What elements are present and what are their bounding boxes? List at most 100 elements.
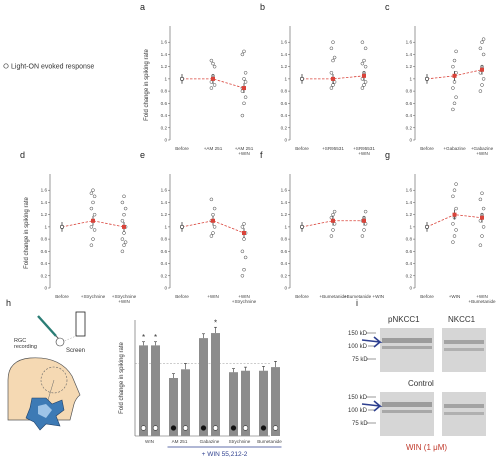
- category-label-line: +Bumetanide: [468, 299, 496, 304]
- mean-marker: [424, 224, 429, 229]
- data-point: [92, 228, 97, 232]
- bar: [199, 338, 208, 436]
- mean-marker: [452, 73, 457, 78]
- y-tick-label: 1.2: [281, 212, 288, 217]
- category-label-line: Before: [175, 146, 189, 151]
- y-tick-label: 1: [164, 224, 167, 229]
- mean-marker: [362, 73, 366, 78]
- category-label-line: +WIN: [207, 294, 219, 299]
- column-label-pnkcc1: pNKCC1: [388, 315, 420, 324]
- mean-marker: [480, 215, 484, 220]
- data-point: [363, 80, 368, 84]
- data-point: [242, 49, 246, 54]
- scatter-panel-a: a 1.6 1.4 1.2 1 0.8 0.6 0.4 0.2 0 Fold change in s…: [140, 2, 254, 156]
- kd-label-150: 150 kD: [348, 331, 368, 337]
- mean-dashed-line: [182, 78, 245, 89]
- y-tick-label: 1.2: [161, 64, 168, 69]
- band: [444, 412, 484, 415]
- y-tick-label: 1.4: [281, 200, 288, 205]
- kd-label-75: 75 kD: [352, 421, 368, 427]
- y-tick-label: 1.6: [406, 40, 413, 45]
- category-label-line: Before: [420, 146, 434, 151]
- data-point: [89, 243, 94, 247]
- y-tick-label: 0.8: [406, 89, 413, 94]
- data-point: [452, 234, 457, 238]
- data-point: [481, 52, 486, 57]
- data-point: [92, 212, 97, 217]
- bar: [259, 370, 268, 436]
- data-point: [209, 58, 214, 63]
- category-label-line: Before: [295, 294, 309, 299]
- data-point: [452, 188, 457, 192]
- data-point: [240, 113, 245, 118]
- category-label-line: +Strychnine: [232, 299, 257, 304]
- category-label: Before: [295, 146, 309, 151]
- mean-dashed-line: [61, 220, 125, 228]
- category-label: Before: [55, 294, 69, 299]
- screen-icon: [75, 311, 86, 337]
- category-label: +WIN +Bumetanide: [468, 294, 496, 304]
- data-point: [120, 237, 125, 241]
- data-point: [454, 95, 458, 99]
- band: [382, 346, 432, 349]
- category-label-line: +Strychnine: [112, 294, 137, 299]
- bar: [241, 370, 250, 436]
- data-point: [243, 71, 248, 75]
- data-point: [360, 77, 365, 81]
- bar: [271, 367, 280, 436]
- significance-marker: *: [214, 318, 217, 327]
- group-label: Strychnine: [229, 439, 251, 444]
- category-label-line: +WIN: [238, 151, 250, 156]
- panel-label-c: c: [385, 2, 390, 12]
- category-label-line: +WIN: [118, 299, 130, 304]
- y-tick-label: 1.4: [406, 200, 413, 205]
- data-point: [89, 206, 94, 211]
- category-label-line: +WIN: [476, 294, 488, 299]
- y-tick-label: 0.6: [161, 101, 168, 106]
- data-point: [211, 61, 215, 66]
- data-point: [120, 200, 125, 205]
- data-point: [481, 206, 486, 211]
- data-point: [209, 197, 214, 202]
- column-label-nkcc1: NKCC1: [448, 315, 476, 324]
- kd-label-75: 75 kD: [352, 357, 368, 363]
- mean-marker: [299, 224, 304, 229]
- western-blot-win: 150 kD 100 kD 75 kD: [348, 392, 486, 436]
- bracket-label: + WIN 55,212-2: [202, 451, 248, 458]
- data-point: [480, 191, 484, 196]
- data-point: [360, 86, 365, 90]
- mean-marker: [211, 76, 215, 81]
- band: [444, 340, 484, 344]
- y-tick-label: 0.8: [41, 237, 48, 242]
- y-tick-label: 0.2: [281, 125, 288, 130]
- data-point: [332, 55, 337, 60]
- y-tick-label: 0.4: [281, 113, 288, 118]
- mean-marker: [180, 224, 185, 229]
- y-tick-label: 1.6: [161, 40, 168, 45]
- significance-marker: *: [142, 333, 145, 342]
- data-point: [360, 40, 365, 44]
- group-label: Gabazine: [200, 439, 220, 444]
- data-point: [451, 240, 455, 244]
- data-point: [454, 71, 458, 75]
- panel-label-b: b: [260, 2, 265, 12]
- y-tick-label: 0: [409, 286, 412, 291]
- mean-marker: [122, 224, 126, 229]
- y-tick-label: 0.8: [406, 237, 413, 242]
- legend: Light-ON evoked response: [3, 63, 94, 71]
- category-label: +Gabazine +WIN: [471, 146, 494, 156]
- condition-marker: [272, 425, 279, 431]
- category-label: +Bumetanide +WIN: [344, 294, 384, 299]
- y-tick-label: 0.4: [161, 113, 168, 118]
- y-tick-label: 0.6: [281, 101, 288, 106]
- condition-marker: [140, 425, 147, 431]
- scatter-panel-f: f 1.6 1.4 1.2 1 0.8 0.6 0.4 0.2 0 Before +Bumetanid…: [260, 150, 384, 299]
- screen-label: Screen: [66, 348, 85, 354]
- data-point: [240, 89, 245, 93]
- y-tick-label: 1.2: [161, 212, 168, 217]
- y-tick-label: 0.6: [41, 249, 48, 254]
- mean-dashed-line: [426, 69, 483, 80]
- y-tick-label: 0.2: [41, 273, 48, 278]
- category-label-line: Before: [175, 294, 189, 299]
